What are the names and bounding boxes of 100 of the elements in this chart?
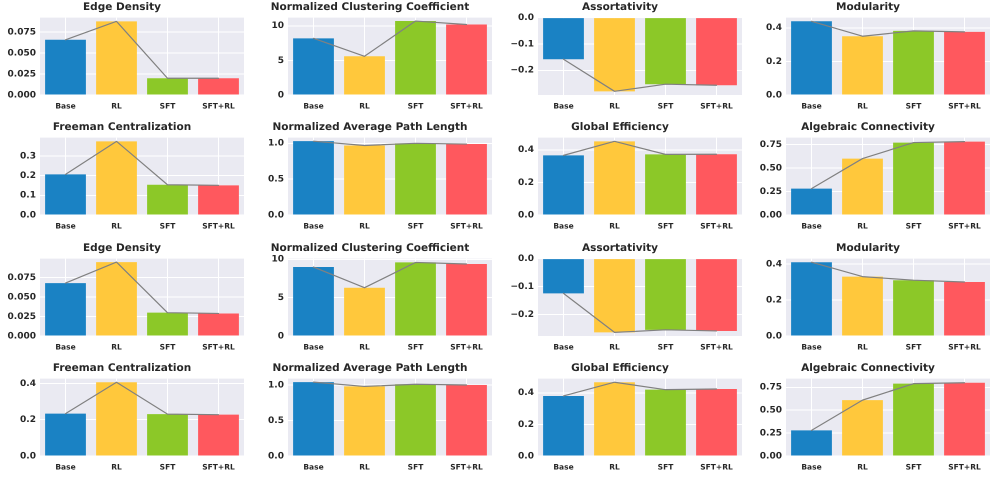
chart-title: Assortativity — [582, 1, 658, 14]
y-tick-label: 10 — [271, 21, 284, 32]
bar — [893, 280, 934, 336]
y-tick-label: 0.025 — [8, 312, 36, 322]
y-tick-label: 5 — [278, 293, 284, 304]
chart-title: Algebraic Connectivity — [801, 121, 936, 134]
bar — [842, 36, 883, 94]
bar — [45, 174, 86, 214]
y-tick-label: 0.4 — [766, 259, 782, 270]
y-tick-label: 0.5 — [268, 174, 284, 185]
bar — [198, 414, 239, 456]
chart-title: Edge Density — [82, 1, 162, 14]
y-tick-label: −0.1 — [510, 282, 534, 292]
chart-title: Normalized Average Path Length — [272, 121, 468, 134]
bar — [944, 142, 985, 214]
bar — [198, 313, 239, 336]
bar — [293, 38, 334, 94]
bar — [446, 24, 487, 94]
chart-title: Modularity — [836, 242, 900, 254]
y-tick-label: 0.2 — [766, 56, 782, 67]
bar — [791, 262, 832, 336]
y-tick-label: 0.2 — [518, 420, 534, 430]
chart-title: Normalized Clustering Coefficient — [270, 1, 470, 14]
bar — [395, 262, 436, 336]
y-tick-label: 0.050 — [8, 48, 36, 59]
bar — [893, 30, 934, 94]
y-tick-label: 10 — [271, 254, 284, 265]
y-tick-label: 0.00 — [760, 451, 782, 462]
y-tick-label: 0 — [278, 90, 284, 100]
bar — [395, 21, 436, 94]
bar — [893, 142, 934, 214]
y-tick-label: −0.2 — [510, 310, 534, 320]
bar — [791, 430, 832, 456]
bar — [45, 283, 86, 336]
y-tick-label: 0.075 — [8, 273, 36, 283]
y-tick-label: 0.4 — [20, 378, 36, 389]
chart-title: Normalized Clustering Coefficient — [270, 242, 470, 254]
bar — [96, 21, 137, 94]
y-tick-label: 0.025 — [8, 69, 36, 80]
bar — [791, 188, 832, 214]
y-tick-label: 0.0 — [518, 254, 534, 264]
y-tick-label: 0.5 — [268, 416, 284, 426]
y-tick-label: 0.0 — [766, 331, 782, 342]
y-tick-label: 0.2 — [20, 171, 36, 182]
chart-title: Freeman Centralization — [52, 121, 192, 134]
bar — [696, 154, 737, 214]
bar — [147, 312, 188, 336]
y-tick-label: 0.2 — [766, 295, 782, 306]
y-tick-label: −0.1 — [510, 39, 534, 50]
y-tick-label: 0.4 — [518, 145, 534, 156]
bar — [96, 382, 137, 456]
bar — [696, 389, 737, 456]
bar — [842, 276, 883, 336]
bar — [842, 158, 883, 214]
y-tick-label: 0.0 — [518, 451, 534, 462]
y-tick-label: 0.0 — [268, 451, 284, 462]
y-tick-label: 0.50 — [760, 163, 782, 174]
y-tick-label: 0.0 — [518, 12, 534, 23]
y-tick-label: 0.0 — [20, 451, 36, 462]
bar — [293, 267, 334, 336]
bar — [147, 184, 188, 214]
y-tick-label: 0.4 — [518, 388, 534, 398]
chart-title: Edge Density — [82, 242, 162, 254]
y-tick-label: 0.0 — [268, 210, 284, 220]
bar — [594, 141, 635, 214]
y-tick-label: 0.4 — [766, 23, 782, 34]
y-tick-label: 1.0 — [268, 380, 284, 390]
bar — [944, 32, 985, 94]
y-tick-label: 0.050 — [8, 292, 36, 302]
y-tick-label: 0.25 — [760, 428, 782, 438]
y-tick-label: 0.00 — [760, 210, 782, 220]
bar — [96, 262, 137, 336]
y-tick-label: −0.2 — [510, 66, 534, 76]
bar — [543, 155, 584, 214]
chart-title: Normalized Average Path Length — [272, 362, 468, 374]
y-tick-label: 1.0 — [268, 138, 284, 149]
y-tick-label: 0.0 — [518, 210, 534, 220]
bar — [147, 414, 188, 456]
y-tick-label: 0.0 — [766, 90, 782, 100]
y-tick-label: 0.2 — [518, 178, 534, 188]
y-tick-label: 0.50 — [760, 406, 782, 416]
bar — [543, 396, 584, 456]
bar — [45, 40, 86, 94]
y-tick-label: 0.3 — [20, 151, 36, 162]
bar — [147, 78, 188, 94]
y-tick-label: 0.25 — [760, 186, 782, 197]
bar — [344, 56, 385, 94]
bar — [198, 185, 239, 214]
chart-title: Freeman Centralization — [52, 362, 192, 374]
y-tick-label: 0.075 — [8, 28, 36, 38]
y-tick-label: 0.1 — [20, 190, 36, 201]
bar — [198, 78, 239, 94]
bar — [893, 384, 934, 456]
y-tick-label: 0.000 — [8, 90, 36, 100]
chart-title: Global Efficiency — [571, 121, 669, 134]
bar — [944, 282, 985, 336]
y-tick-label: 5 — [278, 56, 284, 66]
y-tick-label: 0.000 — [8, 331, 36, 342]
bar — [594, 382, 635, 456]
y-tick-label: 0.0 — [20, 210, 36, 220]
